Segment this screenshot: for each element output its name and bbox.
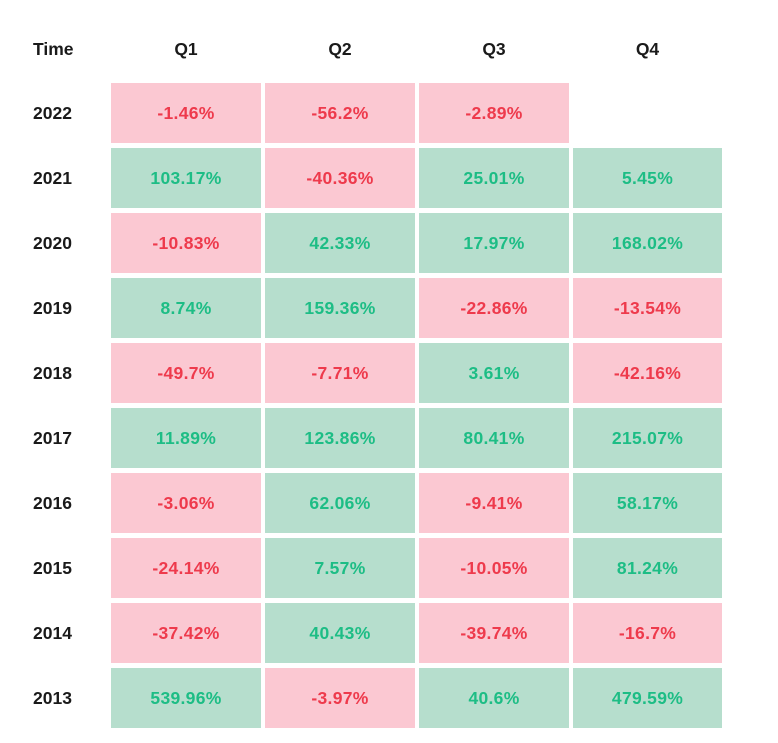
empty-cell [573, 83, 722, 143]
return-cell: 3.61% [419, 343, 569, 403]
return-cell: 58.17% [573, 473, 722, 533]
return-cell: 103.17% [111, 148, 261, 208]
return-cell: 42.33% [265, 213, 415, 273]
return-cell: 168.02% [573, 213, 722, 273]
year-label-2019: 2019 [33, 297, 72, 318]
quarterly-returns-heatmap: Time Q1 Q2 Q3 Q4 2022 -1.46% -56.2% -2.89% 2021 10… [33, 38, 722, 728]
year-label-2020: 2020 [33, 232, 72, 253]
return-cell: 5.45% [573, 148, 722, 208]
return-cell: 8.74% [111, 278, 261, 338]
return-cell: -39.74% [419, 603, 569, 663]
return-cell: -1.46% [111, 83, 261, 143]
return-cell: 81.24% [573, 538, 722, 598]
return-cell: 7.57% [265, 538, 415, 598]
return-cell: -16.7% [573, 603, 722, 663]
return-cell: -40.36% [265, 148, 415, 208]
year-label-2017: 2017 [33, 427, 72, 448]
quarter-header-q3: Q3 [482, 38, 506, 59]
return-cell: -56.2% [265, 83, 415, 143]
return-cell: 11.89% [111, 408, 261, 468]
return-cell: 215.07% [573, 408, 722, 468]
return-cell: -9.41% [419, 473, 569, 533]
return-cell: -24.14% [111, 538, 261, 598]
return-cell: 17.97% [419, 213, 569, 273]
year-label-2013: 2013 [33, 687, 72, 708]
return-cell: -37.42% [111, 603, 261, 663]
return-cell: 25.01% [419, 148, 569, 208]
year-label-2018: 2018 [33, 362, 72, 383]
return-cell: -22.86% [419, 278, 569, 338]
time-header-label: Time [33, 38, 74, 59]
return-cell: -2.89% [419, 83, 569, 143]
year-label-2016: 2016 [33, 492, 72, 513]
return-cell: -49.7% [111, 343, 261, 403]
return-cell: -3.06% [111, 473, 261, 533]
quarter-header-q1: Q1 [174, 38, 198, 59]
year-label-2022: 2022 [33, 102, 72, 123]
return-cell: -10.05% [419, 538, 569, 598]
quarter-header-q2: Q2 [328, 38, 352, 59]
return-cell: 539.96% [111, 668, 261, 728]
return-cell: 40.6% [419, 668, 569, 728]
year-label-2021: 2021 [33, 167, 72, 188]
return-cell: -7.71% [265, 343, 415, 403]
return-cell: 123.86% [265, 408, 415, 468]
return-cell: 62.06% [265, 473, 415, 533]
quarter-header-q4: Q4 [635, 38, 660, 59]
return-cell: -42.16% [573, 343, 722, 403]
return-cell: -3.97% [265, 668, 415, 728]
return-cell: 159.36% [265, 278, 415, 338]
return-cell: 40.43% [265, 603, 415, 663]
return-cell: -13.54% [573, 278, 722, 338]
return-cell: 80.41% [419, 408, 569, 468]
year-label-2014: 2014 [33, 622, 72, 643]
return-cell: -10.83% [111, 213, 261, 273]
return-cell: 479.59% [573, 668, 722, 728]
year-label-2015: 2015 [33, 557, 72, 578]
